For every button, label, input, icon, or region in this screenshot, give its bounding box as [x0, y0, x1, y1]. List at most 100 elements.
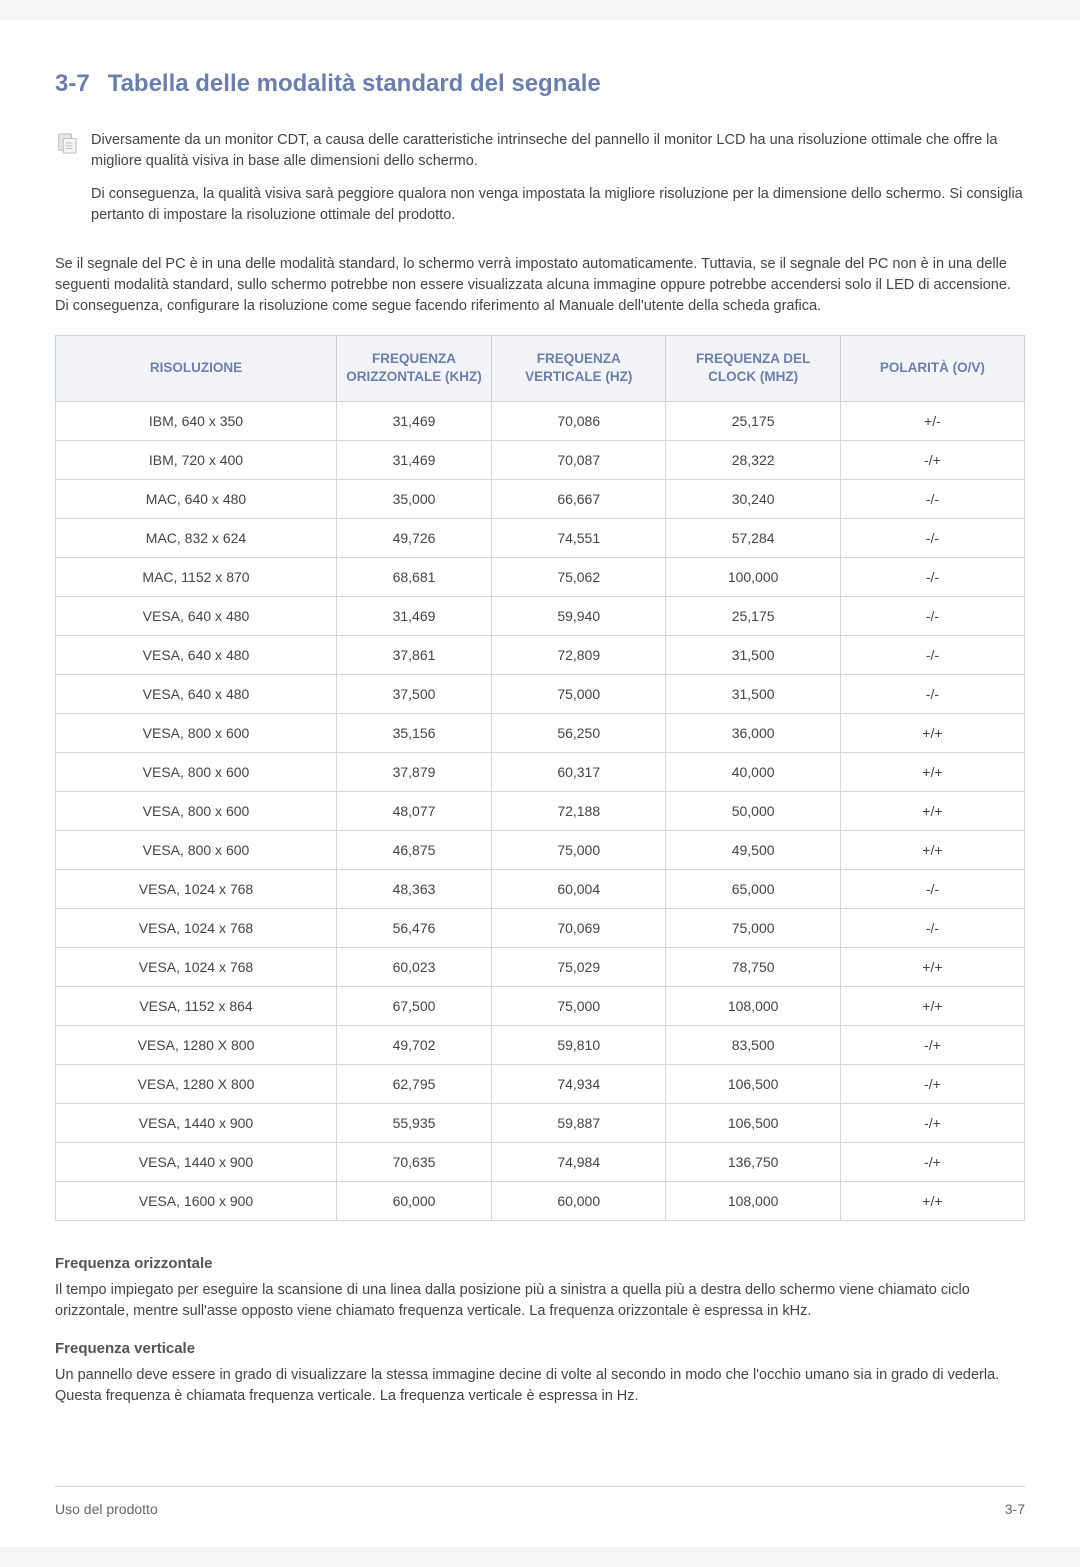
- table-cell: 49,702: [337, 1025, 492, 1064]
- table-cell: VESA, 640 x 480: [56, 596, 337, 635]
- section-header: 3-7 Tabella delle modalità standard del …: [55, 70, 1025, 98]
- table-cell: 60,317: [492, 752, 666, 791]
- table-cell: 74,551: [492, 518, 666, 557]
- table-cell: -/-: [840, 908, 1024, 947]
- table-cell: MAC, 832 x 624: [56, 518, 337, 557]
- table-cell: 70,635: [337, 1142, 492, 1181]
- table-cell: MAC, 640 x 480: [56, 479, 337, 518]
- table-cell: 67,500: [337, 986, 492, 1025]
- table-cell: VESA, 640 x 480: [56, 635, 337, 674]
- table-cell: 59,810: [492, 1025, 666, 1064]
- table-cell: 31,500: [666, 635, 840, 674]
- table-row: VESA, 1024 x 76860,02375,02978,750+/+: [56, 947, 1025, 986]
- note-paragraph: Di conseguenza, la qualità visiva sarà p…: [91, 184, 1025, 226]
- table-cell: 60,000: [492, 1181, 666, 1220]
- table-cell: 31,469: [337, 440, 492, 479]
- table-cell: VESA, 1440 x 900: [56, 1103, 337, 1142]
- table-cell: 70,086: [492, 401, 666, 440]
- table-row: VESA, 1440 x 90055,93559,887106,500-/+: [56, 1103, 1025, 1142]
- table-cell: 28,322: [666, 440, 840, 479]
- table-cell: -/+: [840, 1025, 1024, 1064]
- table-cell: -/+: [840, 1142, 1024, 1181]
- table-cell: 60,023: [337, 947, 492, 986]
- table-cell: -/-: [840, 674, 1024, 713]
- table-cell: 66,667: [492, 479, 666, 518]
- page-footer: Uso del prodotto 3-7: [55, 1486, 1025, 1517]
- table-cell: 78,750: [666, 947, 840, 986]
- table-cell: -/-: [840, 518, 1024, 557]
- table-cell: VESA, 1024 x 768: [56, 947, 337, 986]
- table-cell: 31,469: [337, 401, 492, 440]
- table-cell: MAC, 1152 x 870: [56, 557, 337, 596]
- table-cell: 74,934: [492, 1064, 666, 1103]
- table-cell: VESA, 1024 x 768: [56, 908, 337, 947]
- table-cell: -/+: [840, 1064, 1024, 1103]
- table-cell: -/+: [840, 1103, 1024, 1142]
- table-cell: 59,887: [492, 1103, 666, 1142]
- table-cell: VESA, 1024 x 768: [56, 869, 337, 908]
- table-row: IBM, 720 x 40031,46970,08728,322-/+: [56, 440, 1025, 479]
- table-cell: VESA, 800 x 600: [56, 830, 337, 869]
- table-cell: 56,476: [337, 908, 492, 947]
- table-cell: 49,500: [666, 830, 840, 869]
- table-cell: 62,795: [337, 1064, 492, 1103]
- table-cell: 60,004: [492, 869, 666, 908]
- table-cell: VESA, 1600 x 900: [56, 1181, 337, 1220]
- table-cell: 35,156: [337, 713, 492, 752]
- table-cell: 75,000: [492, 986, 666, 1025]
- table-cell: 75,000: [666, 908, 840, 947]
- table-cell: 106,500: [666, 1064, 840, 1103]
- table-row: VESA, 640 x 48037,50075,00031,500-/-: [56, 674, 1025, 713]
- table-cell: +/+: [840, 791, 1024, 830]
- table-cell: 57,284: [666, 518, 840, 557]
- table-cell: VESA, 800 x 600: [56, 791, 337, 830]
- table-row: VESA, 800 x 60048,07772,18850,000+/+: [56, 791, 1025, 830]
- table-row: VESA, 640 x 48037,86172,80931,500-/-: [56, 635, 1025, 674]
- table-cell: 60,000: [337, 1181, 492, 1220]
- table-cell: -/-: [840, 869, 1024, 908]
- definition-heading: Frequenza verticale: [55, 1340, 1025, 1357]
- column-header-clock: FREQUENZA DEL CLOCK (MHZ): [666, 336, 840, 401]
- table-cell: 55,935: [337, 1103, 492, 1142]
- table-cell: 50,000: [666, 791, 840, 830]
- table-cell: +/+: [840, 830, 1024, 869]
- table-cell: 72,188: [492, 791, 666, 830]
- note-block: Diversamente da un monitor CDT, a causa …: [55, 130, 1025, 238]
- table-row: VESA, 1600 x 90060,00060,000108,000+/+: [56, 1181, 1025, 1220]
- column-header-resolution: RISOLUZIONE: [56, 336, 337, 401]
- table-cell: -/-: [840, 596, 1024, 635]
- table-cell: 108,000: [666, 986, 840, 1025]
- table-cell: 30,240: [666, 479, 840, 518]
- table-row: VESA, 1024 x 76856,47670,06975,000-/-: [56, 908, 1025, 947]
- table-row: VESA, 800 x 60046,87575,00049,500+/+: [56, 830, 1025, 869]
- section-title: Tabella delle modalità standard del segn…: [108, 70, 601, 98]
- definition-paragraph: Un pannello deve essere in grado di visu…: [55, 1365, 1025, 1407]
- table-cell: 25,175: [666, 596, 840, 635]
- table-cell: IBM, 720 x 400: [56, 440, 337, 479]
- table-row: MAC, 832 x 62449,72674,55157,284-/-: [56, 518, 1025, 557]
- table-cell: 83,500: [666, 1025, 840, 1064]
- note-paragraph: Diversamente da un monitor CDT, a causa …: [91, 130, 1025, 172]
- table-cell: 75,029: [492, 947, 666, 986]
- table-cell: +/+: [840, 752, 1024, 791]
- table-cell: 136,750: [666, 1142, 840, 1181]
- table-row: MAC, 1152 x 87068,68175,062100,000-/-: [56, 557, 1025, 596]
- table-cell: 37,861: [337, 635, 492, 674]
- table-cell: 100,000: [666, 557, 840, 596]
- note-body: Diversamente da un monitor CDT, a causa …: [91, 130, 1025, 238]
- table-cell: +/-: [840, 401, 1024, 440]
- table-cell: 70,087: [492, 440, 666, 479]
- table-cell: 36,000: [666, 713, 840, 752]
- table-cell: 108,000: [666, 1181, 840, 1220]
- section-number: 3-7: [55, 70, 90, 98]
- table-cell: 31,500: [666, 674, 840, 713]
- table-cell: 68,681: [337, 557, 492, 596]
- table-cell: 25,175: [666, 401, 840, 440]
- document-page: 3-7 Tabella delle modalità standard del …: [0, 20, 1080, 1547]
- definition-paragraph: Il tempo impiegato per eseguire la scans…: [55, 1280, 1025, 1322]
- table-cell: +/+: [840, 986, 1024, 1025]
- table-cell: 65,000: [666, 869, 840, 908]
- table-cell: 35,000: [337, 479, 492, 518]
- table-cell: -/+: [840, 440, 1024, 479]
- table-cell: 48,077: [337, 791, 492, 830]
